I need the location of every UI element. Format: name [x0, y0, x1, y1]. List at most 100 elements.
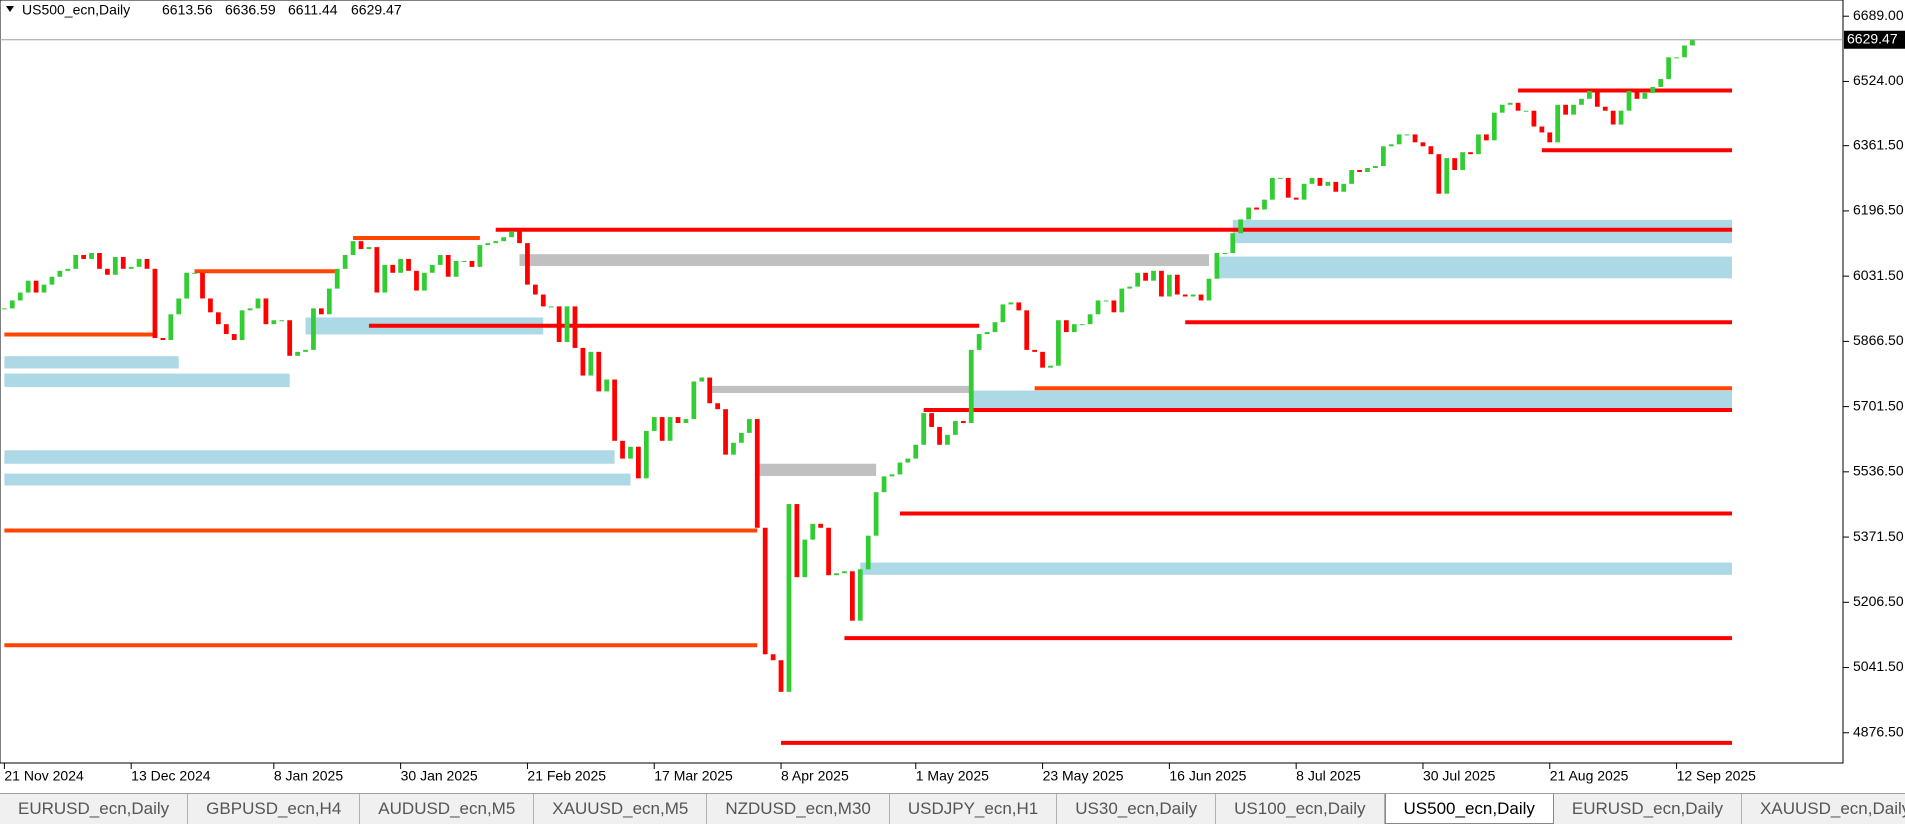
x-tick-label: 13 Dec 2024 [131, 768, 211, 784]
candle [1214, 253, 1220, 279]
candle [659, 417, 665, 441]
candle [739, 432, 744, 443]
x-tick-label: 1 May 2025 [916, 768, 989, 784]
candle [429, 264, 435, 273]
candle [1690, 39, 1695, 46]
zone [709, 385, 972, 393]
candle [41, 284, 47, 293]
zone [971, 390, 1733, 409]
tab[interactable]: US500_ecn,Daily [1384, 794, 1554, 824]
candle [834, 573, 839, 576]
candle [263, 298, 269, 325]
candle [1182, 294, 1188, 297]
candle [469, 260, 475, 267]
candle [683, 419, 689, 424]
candle [786, 504, 792, 692]
candle [770, 654, 776, 661]
candle [342, 254, 348, 269]
candle [1468, 152, 1473, 155]
tab[interactable]: NZDUSD_ecn,M30 [707, 794, 890, 824]
tab[interactable]: US30_ecn,Daily [1057, 794, 1217, 824]
candle [112, 256, 118, 275]
candle [1349, 169, 1355, 184]
candle [1666, 57, 1672, 80]
candle [802, 539, 808, 578]
tab[interactable]: XAUUSD_ecn,Daily [1742, 794, 1905, 824]
tab[interactable]: EURUSD_ecn,Daily [0, 794, 189, 824]
candle [390, 264, 396, 273]
candle [556, 306, 562, 342]
candle [612, 379, 617, 441]
candle [1594, 90, 1600, 107]
candle [1222, 253, 1228, 255]
candle [1024, 310, 1030, 350]
candle [1333, 181, 1339, 192]
candle [1404, 134, 1410, 136]
y-tick-label: 5701.50 [1853, 397, 1904, 413]
candle [1476, 134, 1481, 155]
candle [445, 254, 451, 277]
tab[interactable]: XAUUSD_ecn,M5 [534, 794, 708, 824]
tab[interactable]: GBPUSD_ecn,H4 [188, 794, 361, 824]
tab[interactable]: US100_ecn,Daily [1216, 794, 1385, 824]
x-tick-label: 16 Jun 2025 [1169, 768, 1246, 784]
candle [1571, 104, 1576, 115]
candle [818, 523, 824, 528]
candle [1230, 233, 1236, 254]
zone [519, 254, 1209, 267]
zone [4, 373, 290, 388]
x-tick-label: 21 Aug 2025 [1550, 768, 1629, 784]
candle [1246, 207, 1251, 220]
tab[interactable]: AUDUSD_ecn,M5 [360, 794, 535, 824]
candle [358, 241, 364, 250]
candle [1499, 104, 1505, 113]
candle [49, 276, 55, 285]
candle [1008, 302, 1014, 305]
candle [992, 322, 998, 333]
candle [1174, 274, 1180, 295]
candle [33, 280, 39, 293]
candle [1555, 104, 1561, 143]
candle [881, 476, 887, 493]
candle [1262, 199, 1267, 210]
candle [620, 440, 625, 459]
candle [984, 332, 990, 335]
candle [1063, 320, 1069, 333]
candle [746, 419, 752, 433]
candle [73, 254, 79, 269]
candle [1602, 106, 1608, 111]
candle [168, 314, 174, 340]
candle [374, 247, 380, 293]
tab[interactable]: EURUSD_ecn,Daily [1554, 794, 1743, 824]
x-tick-label: 8 Jul 2025 [1296, 768, 1361, 784]
candle [1682, 45, 1687, 58]
candle [731, 442, 736, 455]
candle [945, 434, 950, 445]
candle [57, 270, 63, 277]
candle [643, 430, 649, 479]
candle [326, 288, 332, 315]
candle [525, 243, 530, 285]
candle [437, 254, 443, 265]
candle [1523, 110, 1529, 112]
candle [1238, 219, 1244, 234]
candle [303, 349, 308, 352]
y-tick-label: 5371.50 [1853, 528, 1904, 544]
candle [960, 421, 966, 424]
plot-frame [0, 0, 1844, 764]
candle [1341, 183, 1347, 192]
candle [422, 272, 427, 291]
candle [271, 320, 277, 325]
symbol-label: US500_ecn,Daily [22, 2, 130, 18]
candle [968, 349, 974, 424]
tab[interactable]: USDJPY_ecn,H1 [890, 794, 1058, 824]
candle [1412, 134, 1418, 143]
zone [4, 450, 615, 464]
candle [1135, 272, 1141, 287]
x-tick-label: 30 Jul 2025 [1423, 768, 1496, 784]
candle [184, 272, 190, 299]
candle [1143, 272, 1148, 281]
chart: US500_ecn,Daily 6613.56 6636.59 6611.44 662… [0, 0, 1905, 784]
candle [485, 243, 491, 246]
